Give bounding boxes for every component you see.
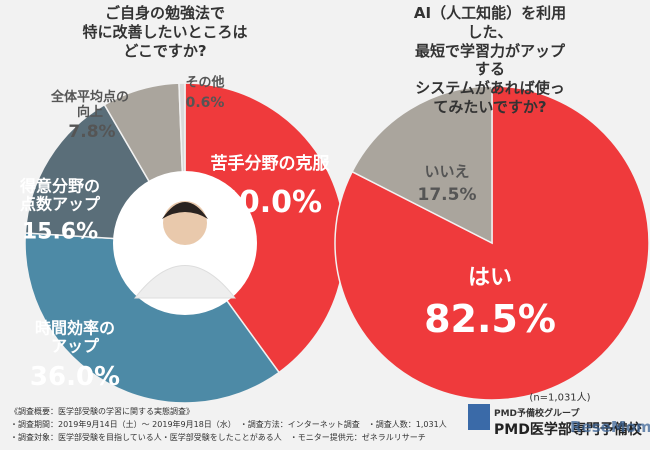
logo-name: PMD医学部専門予備校 — [494, 422, 642, 438]
pie-slice — [334, 85, 650, 401]
value-label: 7.8% — [68, 122, 116, 143]
watermark: ReseMom — [570, 418, 650, 436]
logo-group: PMD予備校グループ — [494, 409, 580, 419]
logo-mark — [468, 404, 490, 430]
value-label: 82.5% — [424, 297, 556, 342]
slice-label: はい — [467, 265, 513, 291]
value-label: 17.5% — [417, 185, 477, 206]
pie-slice — [351, 85, 493, 245]
pie-slice — [24, 232, 281, 404]
value-label: 0.6% — [185, 94, 225, 111]
slice-label: いいえ — [424, 162, 470, 181]
note: 《調査概要：医学部受験の学習に関する実態調査》 — [10, 407, 194, 416]
pie-slice — [184, 82, 346, 374]
photo-body — [133, 265, 237, 299]
chart-title: AI（人工知能）を利用した、 最短で学習力がアップする システムがあれば使ってみ… — [413, 4, 567, 116]
note: ・調査期間：2019年9月14日（土）～ 2019年9月18日（水） ・調査方法… — [10, 420, 447, 429]
slice-label: 苦手分野の克服 — [210, 154, 330, 175]
value-label: 36.0% — [29, 362, 121, 393]
slice-label: 得意分野の 点数アップ — [19, 176, 101, 214]
value-label: 40.0% — [217, 184, 323, 220]
sample-size: (n=1,031人) — [529, 392, 591, 404]
slice-label: その他 — [185, 75, 225, 91]
chart-title: ご自身の勉強法で 特に改善したいところは どこですか? — [82, 4, 248, 60]
slice-label: 全体平均点の 向上 — [50, 90, 130, 120]
value-label: 15.6% — [21, 219, 99, 245]
photo-hair — [162, 202, 208, 219]
note: ・調査対象：医学部受験を目指している人・医学部受験をしたことがある人 ・モニター… — [10, 433, 426, 442]
slice-label: 時間効率の アップ — [34, 318, 116, 356]
